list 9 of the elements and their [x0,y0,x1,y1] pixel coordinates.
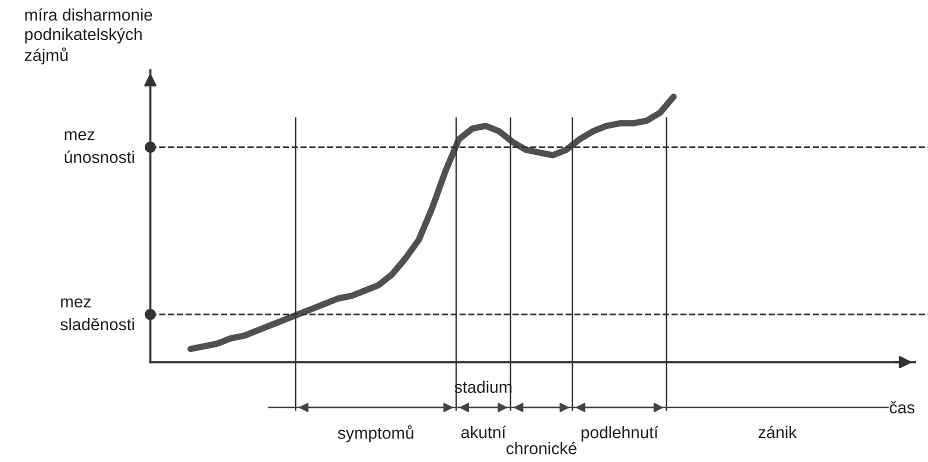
text: akutní [461,426,506,438]
text: zánik [758,426,797,438]
ref-line-label: mez sladěnosti [60,298,134,330]
ref-line-label: mez únosnosti [64,131,134,164]
y-axis-title: míra disharmonie podnikatelských zájmů [24,8,152,64]
x-axis-title: čas [890,401,914,414]
text: symptomů [338,425,414,442]
text: chronické [506,442,576,454]
text: podlehnutí [582,426,658,442]
